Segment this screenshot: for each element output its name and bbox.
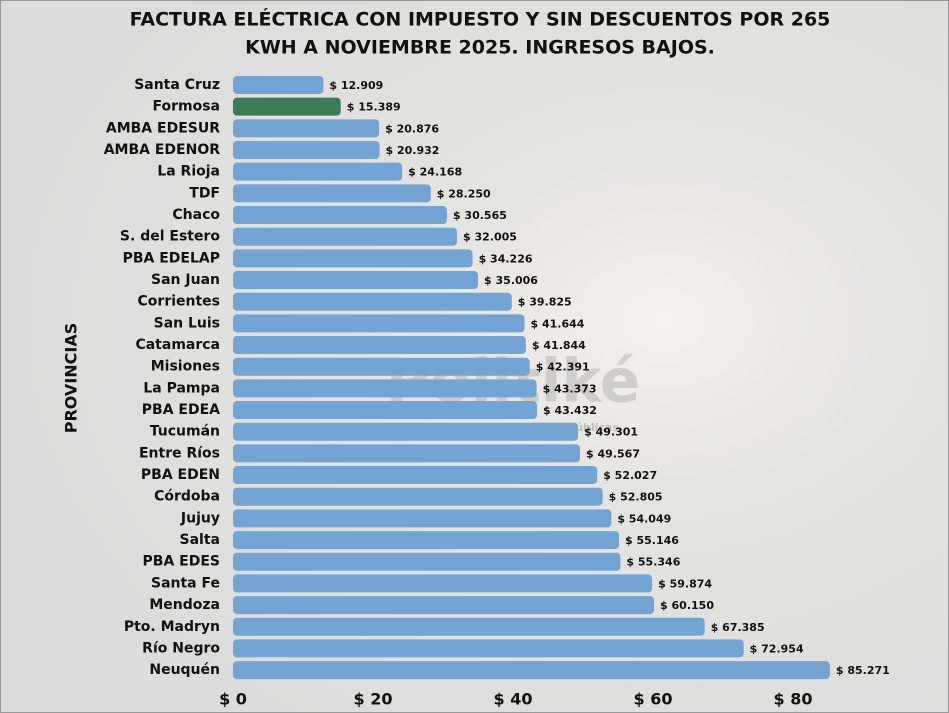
bar — [233, 314, 525, 333]
bar — [233, 357, 530, 376]
value-label: $ 43.432 — [543, 404, 597, 417]
value-label: $ 24.168 — [408, 166, 462, 179]
value-label: $ 49.301 — [584, 426, 638, 439]
bar — [233, 206, 447, 225]
value-label: $ 54.049 — [617, 512, 671, 525]
value-label: $ 60.150 — [660, 599, 714, 612]
value-label: $ 20.932 — [386, 144, 440, 157]
value-label: $ 52.027 — [603, 469, 657, 482]
bar — [233, 444, 580, 463]
value-label: $ 39.825 — [518, 296, 572, 309]
y-tick-label: Santa Cruz — [134, 77, 220, 93]
bar — [233, 466, 598, 485]
y-tick-label: PBA EDEA — [142, 402, 220, 418]
value-label: $ 32.005 — [463, 231, 517, 244]
bar — [233, 141, 380, 160]
value-label: $ 30.565 — [453, 209, 507, 222]
y-tick-label: AMBA EDENOR — [104, 142, 221, 158]
y-tick-label: San Luis — [154, 315, 220, 331]
y-tick-label: TDF — [189, 185, 220, 201]
value-label: $ 41.844 — [532, 339, 586, 352]
bar — [233, 336, 526, 355]
y-tick-label: AMBA EDESUR — [106, 120, 220, 136]
y-tick-label: Mendoza — [149, 597, 220, 613]
bar — [233, 509, 612, 528]
y-tick-label: Río Negro — [142, 640, 220, 656]
chart-title: KWH A NOVIEMBRE 2025. INGRESOS BAJOS. — [245, 37, 715, 59]
bar — [233, 76, 324, 94]
x-tick-label: $ 80 — [774, 690, 813, 709]
value-label: $ 28.250 — [437, 187, 491, 200]
value-label: $ 12.909 — [329, 79, 383, 92]
value-label: $ 49.567 — [586, 447, 640, 460]
y-tick-label: PBA EDELAP — [123, 250, 220, 266]
y-tick-label: Neuquén — [149, 662, 220, 678]
value-label: $ 42.391 — [536, 361, 590, 374]
value-label: $ 85.271 — [836, 664, 890, 677]
bar — [233, 401, 538, 420]
bar — [233, 227, 458, 246]
bar — [233, 487, 603, 506]
y-tick-label: Entre Ríos — [139, 445, 220, 461]
y-tick-label: La Rioja — [157, 164, 220, 180]
y-tick-label: Pto. Madryn — [124, 619, 220, 635]
y-tick-label: Córdoba — [154, 489, 220, 505]
bar — [233, 617, 705, 636]
value-label: $ 55.146 — [625, 534, 679, 547]
value-label: $ 52.805 — [609, 491, 663, 504]
bar — [233, 661, 830, 680]
y-tick-label: PBA EDEN — [141, 467, 220, 483]
bar — [233, 97, 341, 116]
value-label: $ 59.874 — [658, 577, 712, 590]
y-tick-label: Santa Fe — [151, 575, 220, 591]
y-axis-label: PROVINCIAS — [62, 323, 81, 434]
y-tick-label: Corrientes — [138, 294, 220, 310]
y-tick-label: San Juan — [151, 272, 220, 288]
value-label: $ 35.006 — [484, 274, 538, 287]
y-tick-label: Chaco — [172, 207, 220, 223]
y-tick-label: PBA EDES — [143, 554, 220, 570]
bar — [233, 531, 620, 550]
y-tick-label: Tucumán — [150, 424, 220, 440]
value-label: $ 34.226 — [479, 252, 533, 265]
bar — [233, 574, 653, 593]
bar — [233, 596, 655, 615]
y-tick-label: Jujuy — [180, 510, 220, 526]
bar — [233, 422, 579, 441]
y-tick-label: S. del Estero — [120, 229, 220, 245]
y-tick-label: Catamarca — [135, 337, 220, 353]
value-label: $ 55.346 — [626, 556, 680, 569]
chart-title: FACTURA ELÉCTRICA CON IMPUESTO Y SIN DES… — [130, 8, 831, 31]
bar — [233, 639, 744, 658]
value-label: $ 43.373 — [543, 382, 597, 395]
value-label: $ 20.876 — [385, 122, 439, 135]
bar — [233, 184, 431, 203]
value-label: $ 15.389 — [347, 101, 401, 114]
value-label: $ 67.385 — [711, 621, 765, 634]
value-label: $ 41.644 — [531, 317, 585, 330]
bar — [233, 162, 403, 181]
bar — [233, 249, 473, 268]
value-label: $ 72.954 — [750, 642, 804, 655]
y-tick-label: La Pampa — [143, 380, 220, 396]
x-tick-label: $ 0 — [219, 690, 247, 709]
y-tick-label: Formosa — [152, 99, 220, 115]
x-tick-label: $ 20 — [354, 690, 393, 709]
bar — [233, 379, 537, 398]
bar — [233, 292, 512, 311]
bar — [233, 552, 621, 571]
y-tick-label: Salta — [180, 532, 220, 548]
x-tick-label: $ 60 — [634, 690, 673, 709]
y-tick-label: Misiones — [151, 359, 220, 375]
bar — [233, 119, 380, 138]
x-tick-label: $ 40 — [494, 690, 533, 709]
bar — [233, 271, 479, 290]
